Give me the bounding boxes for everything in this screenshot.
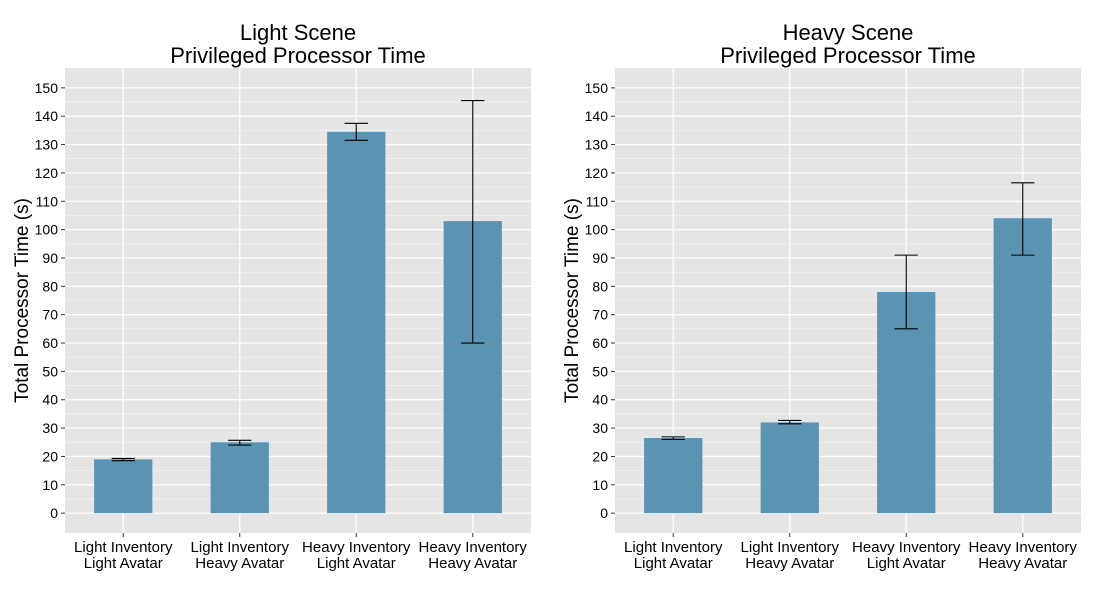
- y-tick-label: 90: [592, 250, 608, 266]
- x-tick-label: Light Inventory: [191, 539, 290, 556]
- error-bar: [661, 436, 685, 440]
- y-tick-label: 20: [42, 448, 58, 464]
- y-tick-label: 60: [42, 335, 58, 351]
- error-bar: [778, 419, 802, 425]
- error-bar: [111, 457, 135, 462]
- y-tick-label: 0: [50, 505, 58, 521]
- x-tick-label: Light Avatar: [317, 555, 396, 572]
- x-tick-label: Heavy Inventory: [302, 539, 411, 556]
- x-tick-label: Heavy Inventory: [969, 539, 1078, 556]
- x-tick-label: Light Avatar: [867, 555, 946, 572]
- error-bar: [228, 439, 252, 446]
- y-tick-label: 30: [592, 420, 608, 436]
- y-tick-label: 50: [592, 363, 608, 379]
- y-tick-label: 80: [42, 278, 58, 294]
- y-tick-label: 80: [592, 278, 608, 294]
- chart-panel-1: 0 10 20 30 40 50 60 70 80 90 100 110 120 130 140 150 Lig…: [12, 20, 531, 572]
- error-bar: [344, 122, 368, 141]
- x-tick-label: Heavy Inventory: [419, 539, 528, 556]
- y-tick-label: 150: [585, 80, 609, 96]
- x-tick-label: Light Inventory: [741, 539, 840, 556]
- bar: [327, 131, 386, 514]
- y-tick-label: 20: [592, 448, 608, 464]
- error-bar: [1011, 182, 1035, 256]
- y-tick-label: 110: [36, 193, 59, 209]
- y-tick-label: 110: [586, 193, 609, 209]
- error-bar: [461, 100, 485, 344]
- x-tick-label: Light Inventory: [624, 539, 723, 556]
- bar: [993, 218, 1052, 514]
- y-tick-label: 0: [600, 505, 608, 521]
- y-tick-label: 120: [585, 165, 609, 181]
- bar: [210, 442, 269, 514]
- y-tick-label: 40: [42, 392, 58, 408]
- x-tick-label: Light Avatar: [634, 555, 713, 572]
- y-tick-label: 30: [42, 420, 58, 436]
- x-tick-label: Light Inventory: [74, 539, 173, 556]
- y-axis-label: Total Processor Time (s): [562, 198, 583, 403]
- x-tick-label: Heavy Avatar: [978, 555, 1067, 572]
- y-tick-label: 70: [592, 307, 608, 323]
- y-tick-label: 150: [35, 80, 59, 96]
- y-tick-label: 120: [35, 165, 59, 181]
- x-tick-label: Heavy Inventory: [852, 539, 961, 556]
- x-tick-label: Heavy Avatar: [195, 555, 284, 572]
- y-tick-label: 50: [42, 363, 58, 379]
- bar: [644, 438, 703, 514]
- y-tick-label: 90: [42, 250, 58, 266]
- chart-title: Privileged Processor Time: [170, 43, 426, 68]
- y-tick-label: 130: [585, 137, 609, 153]
- y-tick-label: 100: [585, 222, 609, 238]
- chart-title: Heavy Scene: [783, 20, 914, 45]
- x-tick-label: Light Avatar: [84, 555, 163, 572]
- x-tick-label: Heavy Avatar: [428, 555, 517, 572]
- chart-title: Privileged Processor Time: [720, 43, 976, 68]
- bar: [94, 459, 153, 514]
- y-tick-label: 10: [592, 477, 608, 493]
- y-tick-label: 10: [42, 477, 58, 493]
- bar: [760, 422, 819, 514]
- error-bar: [894, 254, 918, 330]
- y-tick-label: 40: [592, 392, 608, 408]
- chart-panel-2: 0 10 20 30 40 50 60 70 80 90 100 110 120 130 140 150 Lig…: [562, 20, 1081, 572]
- y-tick-label: 140: [585, 108, 609, 124]
- y-tick-label: 130: [35, 137, 59, 153]
- y-tick-label: 70: [42, 307, 58, 323]
- x-tick-label: Heavy Avatar: [745, 555, 834, 572]
- y-tick-label: 100: [35, 222, 59, 238]
- y-tick-label: 140: [35, 108, 59, 124]
- y-tick-label: 60: [592, 335, 608, 351]
- y-axis-label: Total Processor Time (s): [12, 198, 33, 403]
- chart-title: Light Scene: [240, 20, 356, 45]
